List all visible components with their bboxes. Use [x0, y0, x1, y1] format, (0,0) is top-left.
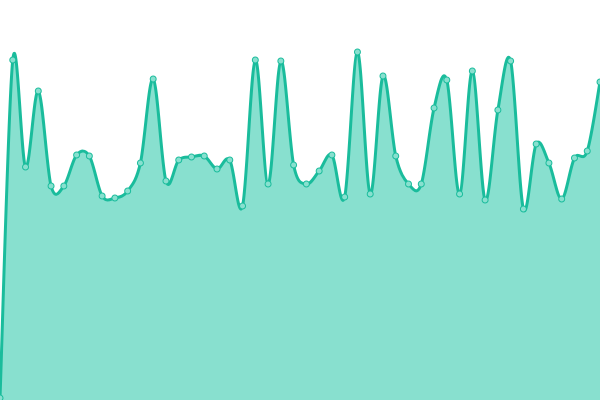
data-point-6	[73, 151, 81, 159]
data-point-45	[570, 154, 578, 162]
data-point-40	[507, 57, 515, 65]
data-point-18	[226, 156, 234, 164]
data-point-29	[366, 190, 374, 198]
data-point-21	[264, 180, 272, 188]
data-point-23	[290, 161, 298, 169]
data-point-15	[187, 153, 195, 161]
data-point-13	[162, 177, 170, 185]
data-point-7	[85, 152, 93, 160]
data-point-30	[379, 72, 387, 80]
data-point-42	[532, 140, 540, 148]
data-point-36	[456, 190, 464, 198]
data-point-34	[430, 104, 438, 112]
data-point-4	[47, 182, 55, 190]
data-point-39	[494, 106, 502, 114]
data-point-33	[417, 180, 425, 188]
data-point-25	[315, 167, 323, 175]
data-point-47	[596, 78, 600, 86]
data-point-24	[302, 180, 310, 188]
data-point-0	[0, 394, 4, 400]
data-point-3	[34, 87, 42, 95]
data-point-12	[149, 75, 157, 83]
data-point-26	[328, 151, 336, 159]
data-point-1	[9, 56, 17, 64]
data-point-27	[341, 193, 349, 201]
data-point-31	[392, 152, 400, 160]
data-point-8	[98, 192, 106, 200]
data-point-38	[481, 196, 489, 204]
data-point-35	[443, 76, 451, 84]
data-point-22	[277, 57, 285, 65]
data-point-20	[251, 56, 259, 64]
data-point-17	[213, 165, 221, 173]
data-point-44	[558, 195, 566, 203]
data-point-9	[111, 194, 119, 202]
data-point-19	[239, 202, 247, 210]
data-point-28	[353, 48, 361, 56]
markers	[0, 48, 600, 400]
area-fill	[0, 51, 600, 400]
data-point-46	[583, 147, 591, 155]
data-point-37	[468, 67, 476, 75]
data-point-41	[519, 205, 527, 213]
data-point-32	[405, 180, 413, 188]
data-point-43	[545, 159, 553, 167]
data-point-10	[124, 187, 132, 195]
data-point-2	[22, 163, 30, 171]
data-point-16	[200, 152, 208, 160]
data-point-5	[60, 182, 68, 190]
data-point-11	[136, 159, 144, 167]
data-point-14	[175, 156, 183, 164]
